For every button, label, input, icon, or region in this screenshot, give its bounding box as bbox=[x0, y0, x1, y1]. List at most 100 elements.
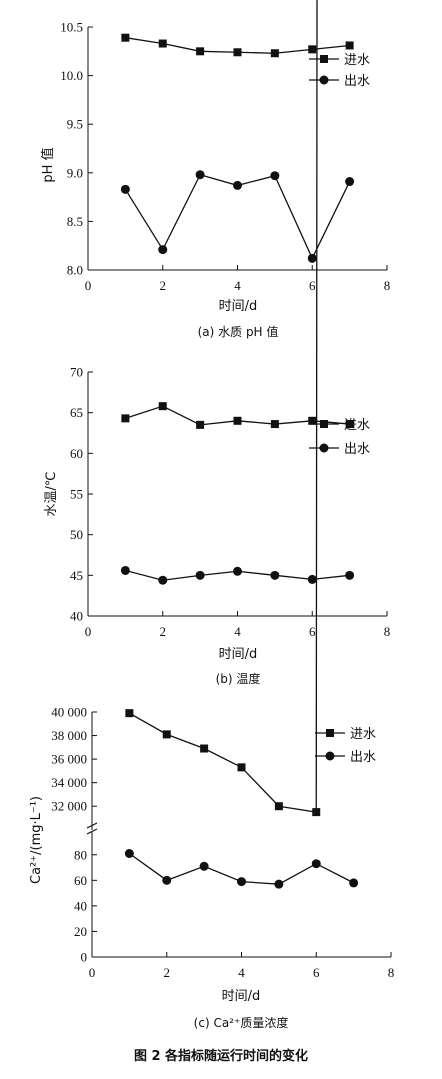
panel-c-y-tick-label: 60 bbox=[74, 873, 87, 888]
panel-c-point-square bbox=[312, 808, 321, 817]
panel-c-legend-marker bbox=[325, 751, 335, 761]
panel-b-axes: 0 2 4 6 8 40 45 50 55 60 65 70 bbox=[70, 365, 390, 640]
panel-a-point-square bbox=[308, 45, 317, 54]
panel-c-y-tick-label: 36 000 bbox=[51, 752, 87, 767]
panel-a-point-circle bbox=[195, 170, 205, 180]
panel-a-x-tick-label: 2 bbox=[160, 278, 167, 293]
panel-b-point-circle bbox=[158, 575, 168, 585]
panel-b-point-circle bbox=[270, 570, 280, 580]
panel-a-xlabel: 时间/d bbox=[219, 299, 258, 314]
panel-a-x-tick-label: 0 bbox=[85, 278, 92, 293]
panel-b-point-square bbox=[158, 402, 167, 411]
panel-c-legend-label: 进水 bbox=[350, 727, 376, 742]
panel-a-ylabel: pH 值 bbox=[40, 147, 56, 182]
panel-b-x-tick-label: 6 bbox=[309, 624, 316, 639]
panel-b-point-square bbox=[121, 414, 130, 423]
panel-a-x-tick-label: 4 bbox=[234, 278, 241, 293]
panel-c-point-square bbox=[200, 744, 209, 753]
panel-b-point-square bbox=[308, 416, 317, 425]
panel-c-point-square bbox=[274, 802, 283, 811]
panel-b-caption: (b) 温度 bbox=[216, 671, 261, 686]
panel-b-x-tick-label: 0 bbox=[85, 624, 92, 639]
panel-c-y-tick-label: 38 000 bbox=[51, 728, 87, 743]
panel-b-legend-marker bbox=[319, 443, 329, 453]
panel-b-point-circle bbox=[195, 570, 205, 580]
panel-a-y-tick-label: 10.0 bbox=[60, 68, 83, 83]
panel-a-legend-marker bbox=[319, 75, 329, 85]
panel-c-x-tick-label: 2 bbox=[164, 965, 171, 980]
panel-c-y-tick-label: 40 bbox=[74, 898, 87, 913]
panel-a-axes: 0 2 4 6 8 8.0 8.5 9.0 9.5 10.0 10.5 bbox=[60, 20, 390, 294]
panel-b-legend-label: 出水 bbox=[344, 442, 370, 457]
panel-c-ylabel: Ca²⁺/(mg·L⁻¹) bbox=[29, 796, 44, 884]
panel-b-xlabel: 时间/d bbox=[219, 647, 258, 662]
panel-c-y-tick-label: 80 bbox=[74, 847, 87, 862]
panel-c-legend-label: 出水 bbox=[350, 750, 376, 765]
panel-b-y-tick-label: 65 bbox=[70, 405, 83, 420]
panel-b-legend-marker bbox=[320, 420, 328, 428]
panel-a-point-square bbox=[270, 49, 279, 58]
panel-b-x-tick-label: 4 bbox=[234, 624, 241, 639]
panel-b-legend-label: 进水 bbox=[344, 418, 370, 433]
panel-c-point-square bbox=[125, 709, 134, 718]
panel-b-y-tick-label: 60 bbox=[70, 446, 83, 461]
panel-b-y-tick-label: 50 bbox=[70, 527, 83, 542]
panel-b-x-tick-label: 2 bbox=[160, 624, 167, 639]
panel-b-y-tick-label: 55 bbox=[70, 487, 83, 502]
panel-c-x-tick-label: 4 bbox=[238, 965, 245, 980]
panel-b-point-circle bbox=[307, 574, 317, 584]
panel-b-point-square bbox=[270, 420, 279, 429]
panel-a-caption: (a) 水质 pH 值 bbox=[198, 324, 279, 339]
panel-b-y-tick-label: 70 bbox=[70, 365, 83, 380]
panel-c-point-circle bbox=[124, 849, 134, 858]
panel-a-y-tick-label: 10.5 bbox=[60, 20, 83, 35]
panel-c-point-circle bbox=[162, 875, 172, 885]
panel-b-ylabel: 水温/℃ bbox=[44, 472, 59, 517]
panel-c-xlabel: 时间/d bbox=[222, 989, 261, 1004]
panel-c-axis-break-mark bbox=[86, 828, 98, 835]
panel-c-y-tick-label: 0 bbox=[81, 950, 88, 965]
panel-a-x-tick-label: 8 bbox=[384, 278, 391, 293]
panel-b-y-tick-label: 40 bbox=[70, 609, 83, 624]
panel-a-x-tick-label: 6 bbox=[309, 278, 316, 293]
panel-a-y-tick-label: 8.5 bbox=[67, 214, 83, 229]
panel-c-x-tick-label: 8 bbox=[388, 965, 395, 980]
panel-b-point-circle bbox=[345, 570, 355, 580]
panel-c-x-tick-label: 6 bbox=[313, 965, 320, 980]
panel-a-point-circle bbox=[307, 253, 317, 263]
panel-c-y-tick-label: 40 000 bbox=[51, 705, 87, 720]
panel-b-point-square bbox=[196, 420, 205, 429]
panel-c-point-square bbox=[237, 763, 246, 772]
panel-c-y-tick-label: 20 bbox=[74, 924, 87, 939]
panel-a-y-tick-label: 8.0 bbox=[67, 263, 83, 278]
panel-c-point-circle bbox=[274, 879, 284, 889]
panel-a-point-circle bbox=[233, 180, 242, 190]
panel-c-point-circle bbox=[311, 859, 321, 869]
panel-b-point-circle bbox=[233, 566, 242, 576]
panel-b-point-square bbox=[233, 416, 242, 425]
panel-a-point-square bbox=[196, 47, 205, 56]
panel-b-y-tick-label: 45 bbox=[70, 568, 83, 583]
panel-a-legend-label: 出水 bbox=[344, 74, 370, 89]
panel-c-axis-break-mark bbox=[86, 822, 98, 829]
panel-a-point-square bbox=[345, 41, 354, 50]
panel-c-point-square bbox=[162, 730, 171, 739]
panel-a-y-tick-label: 9.0 bbox=[67, 165, 83, 180]
panel-b-x-tick-label: 8 bbox=[384, 624, 391, 639]
panel-a-legend-label: 进水 bbox=[344, 53, 370, 68]
panel-a-y-tick-label: 9.5 bbox=[67, 117, 83, 132]
panel-a-point-circle bbox=[345, 177, 355, 187]
panel-c-y-tick-label: 32 000 bbox=[51, 799, 87, 814]
panel-a-point-circle bbox=[120, 184, 130, 194]
panel-a-legend-marker bbox=[320, 55, 328, 63]
panel-c-y-tick-label: 34 000 bbox=[51, 775, 87, 790]
panel-a-point-circle bbox=[158, 245, 168, 255]
panel-a-point-square bbox=[158, 39, 167, 48]
